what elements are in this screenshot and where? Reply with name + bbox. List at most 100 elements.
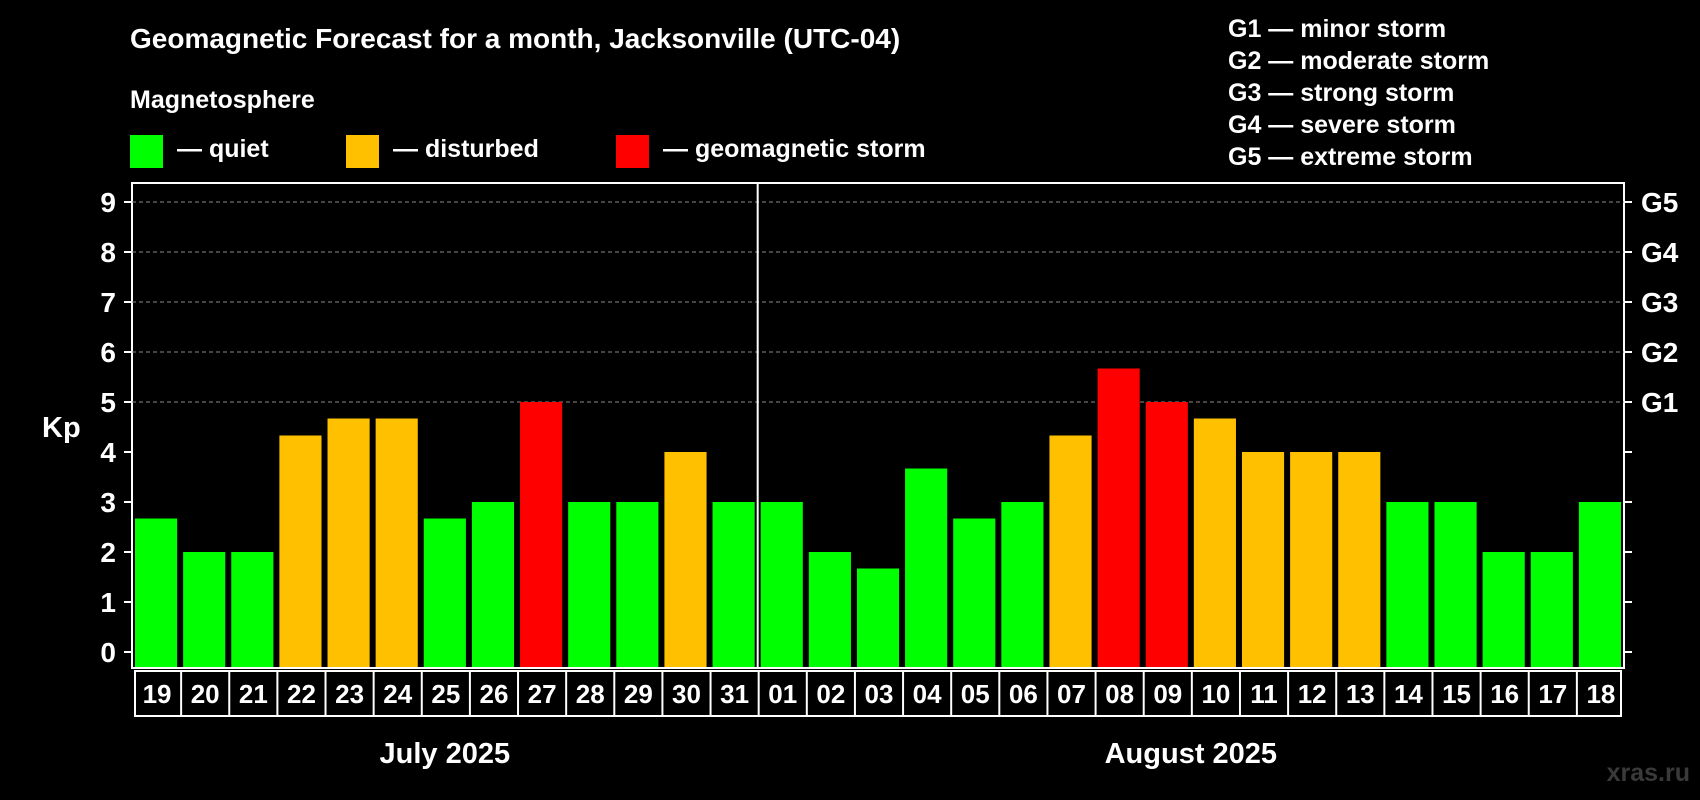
bar-17 [1530,552,1573,667]
bar-05 [953,518,996,667]
y-tick-label-6: 6 [100,337,116,368]
bar-14 [1386,502,1429,667]
storm-level-label-G4: G4 [1641,237,1679,268]
x-tick-label-19: 19 [143,679,172,709]
plot-frame [131,182,1625,669]
y-tick-label-2: 2 [100,537,116,568]
bar-24 [375,418,418,667]
bar-09 [1145,402,1188,667]
storm-level-label-G1: G1 [1641,387,1678,418]
bar-15 [1434,502,1477,667]
x-tick-label-01: 01 [768,679,797,709]
x-tick-label-15: 15 [1442,679,1471,709]
storm-scale-item-0: G1 — minor storm [1228,15,1446,43]
watermark: xras.ru [1607,759,1690,787]
bar-10 [1193,418,1236,667]
x-tick-label-06: 06 [1009,679,1038,709]
y-tick-label-0: 0 [100,637,116,668]
x-tick-label-09: 09 [1153,679,1182,709]
x-tick-label-26: 26 [480,679,509,709]
legend-heading: Magnetosphere [130,86,315,114]
y-axis-label: Kp [42,412,81,444]
x-tick-label-13: 13 [1346,679,1375,709]
bar-18 [1578,502,1621,667]
legend-label-2: — geomagnetic storm [663,135,926,163]
bar-04 [905,468,948,667]
legend: — quiet — disturbed — geomagnetic storm [130,135,926,168]
storm-level-label-G2: G2 [1641,337,1678,368]
storm-level-label-G3: G3 [1641,287,1678,318]
bar-01 [760,502,803,667]
x-tick-label-07: 07 [1057,679,1086,709]
x-tick-label-30: 30 [672,679,701,709]
x-tick-label-22: 22 [287,679,316,709]
y-tick-label-7: 7 [100,287,116,318]
bar-02 [808,552,851,667]
bar-29 [616,502,659,667]
x-tick-label-31: 31 [720,679,749,709]
x-tick-label-14: 14 [1394,679,1423,709]
legend-swatch-2 [616,135,649,168]
bar-23 [327,418,370,667]
storm-scale-legend: G1 — minor storm G2 — moderate storm G3 — … [1228,15,1489,171]
bar-27 [520,402,563,667]
bar-11 [1241,452,1285,667]
x-tick-label-16: 16 [1490,679,1519,709]
y-tick-label-8: 8 [100,237,116,268]
bar-22 [279,435,322,667]
x-tick-label-25: 25 [431,679,460,709]
x-tick-label-28: 28 [576,679,605,709]
bar-28 [568,502,611,667]
bar-03 [856,568,900,667]
storm-scale-item-3: G4 — severe storm [1228,111,1456,139]
x-tick-label-10: 10 [1201,679,1230,709]
x-tick-label-03: 03 [865,679,894,709]
bar-20 [183,552,226,667]
bar-25 [423,518,466,667]
storm-scale-item-4: G5 — extreme storm [1228,143,1473,171]
x-tick-label-11: 11 [1250,679,1278,709]
y-tick-label-5: 5 [100,387,116,418]
bar-08 [1097,368,1140,667]
legend-label-1: — disturbed [393,135,539,163]
bar-13 [1338,452,1381,667]
legend-label-0: — quiet [177,135,269,163]
x-tick-label-17: 17 [1538,679,1567,709]
storm-scale-item-2: G3 — strong storm [1228,79,1454,107]
chart-title: Geomagnetic Forecast for a month, Jackso… [130,23,900,54]
storm-scale-item-1: G2 — moderate storm [1228,47,1489,75]
y-tick-label-4: 4 [100,437,116,468]
x-tick-label-12: 12 [1298,679,1327,709]
y-tick-label-3: 3 [100,487,116,518]
month-label-0: July 2025 [380,738,511,770]
bar-16 [1482,552,1525,667]
month-label-1: August 2025 [1105,738,1277,770]
x-tick-label-20: 20 [191,679,220,709]
x-tick-label-18: 18 [1586,679,1615,709]
bar-26 [471,502,515,667]
legend-swatch-1 [346,135,379,168]
bar-19 [135,518,178,667]
bar-31 [712,502,755,667]
x-tick-label-21: 21 [239,679,268,709]
bar-12 [1290,452,1333,667]
x-tick-label-24: 24 [383,679,412,709]
y-tick-label-1: 1 [100,587,116,618]
x-tick-label-23: 23 [335,679,364,709]
x-tick-label-08: 08 [1105,679,1134,709]
bar-30 [664,452,707,667]
storm-level-label-G5: G5 [1641,187,1678,218]
legend-swatch-0 [130,135,163,168]
x-tick-label-05: 05 [961,679,990,709]
bar-21 [231,552,274,667]
y-tick-label-9: 9 [100,187,116,218]
x-tick-label-29: 29 [624,679,653,709]
day-label-frame [134,670,1622,717]
bar-07 [1049,435,1092,667]
x-tick-label-02: 02 [816,679,845,709]
x-tick-label-27: 27 [528,679,557,709]
x-tick-label-04: 04 [913,679,942,709]
bar-06 [1001,502,1044,667]
